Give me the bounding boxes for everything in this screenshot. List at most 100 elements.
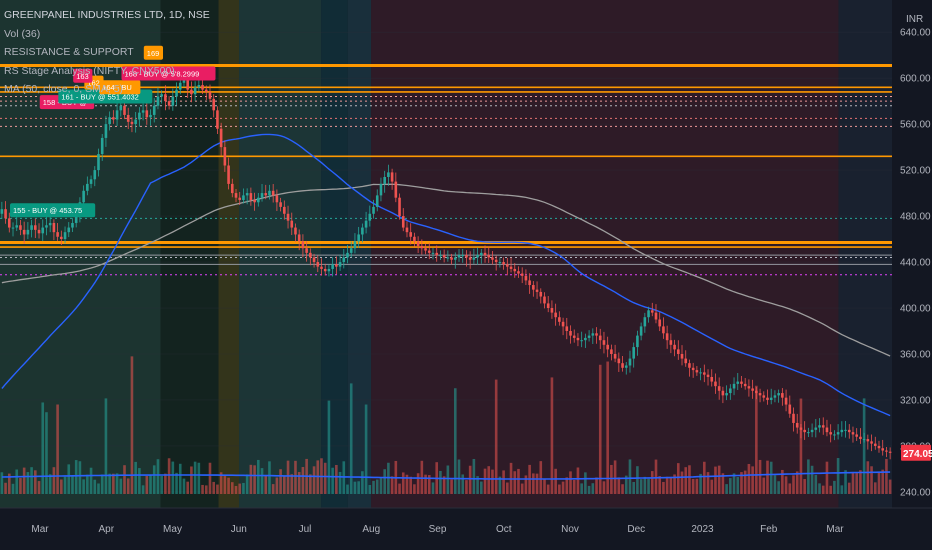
volume-bar (130, 356, 134, 494)
volume-bar (639, 479, 643, 494)
volume-bar (431, 482, 435, 494)
volume-bar (453, 388, 457, 494)
legend-vol[interactable]: Vol (36) (4, 27, 41, 40)
candle-body (762, 395, 766, 398)
candle-body (424, 248, 427, 251)
volume-bar (372, 480, 375, 494)
legend-stage[interactable]: RS Stage Analysis (NIFTY, CNX500) (4, 64, 175, 77)
volume-bar (769, 461, 773, 494)
candle-body (63, 232, 67, 240)
candle-body (855, 434, 858, 437)
volume-bar (833, 480, 836, 494)
candle-body (413, 236, 416, 242)
volume-bar (383, 469, 386, 494)
volume-bar (193, 461, 197, 494)
candle-body (833, 434, 836, 436)
volume-bar (710, 479, 714, 494)
candle-body (401, 216, 405, 228)
volume-bar (71, 476, 74, 494)
legend-ma[interactable]: MA (50, close, 0, SMA, 5) (4, 83, 124, 95)
candle-body (290, 220, 294, 228)
candle-body (115, 110, 119, 120)
volume-bar (11, 483, 15, 494)
volume-bar (877, 471, 881, 494)
legend-rs[interactable]: RESISTANCE & SUPPORT (4, 46, 134, 58)
candle-body (632, 347, 635, 359)
y-tick-label-7: 520.00 (900, 166, 931, 177)
volume-bar (171, 461, 175, 494)
volume-bar (138, 468, 141, 494)
candle-body (164, 94, 167, 102)
volume-bar (212, 481, 216, 494)
candle-body (294, 227, 297, 235)
volume-bar (219, 472, 223, 494)
y-tick-label-6: 480.00 (900, 212, 931, 223)
volume-bar (517, 468, 520, 494)
volume-bar (885, 458, 888, 494)
candle-body (628, 358, 632, 366)
candle-body (810, 429, 814, 433)
legend-symbol[interactable]: GREENPANEL INDUSTRIES LTD, 1D, NSE (4, 9, 210, 21)
volume-bar (41, 402, 45, 494)
candle-body (327, 268, 331, 272)
candle-body (558, 317, 561, 322)
volume-bar (859, 470, 862, 494)
candle-body (357, 234, 360, 242)
volume-bar (751, 466, 754, 494)
volume-bar (866, 461, 870, 494)
stage-band-5 (347, 0, 372, 508)
candle-body (320, 266, 323, 269)
candle-body (453, 257, 457, 260)
candle-body (546, 303, 550, 309)
volume-bar (591, 483, 595, 494)
y-tick-label-9: 600.00 (900, 74, 931, 85)
volume-bar (844, 470, 847, 494)
candle-body (372, 206, 375, 214)
volume-bar (323, 462, 327, 494)
volume-bar (792, 475, 795, 494)
candle-body (784, 397, 788, 405)
volume-bar (613, 460, 617, 494)
candle-body (152, 105, 156, 115)
volume-bar (851, 472, 855, 494)
y-tick-label-4: 400.00 (900, 304, 931, 315)
volume-bar (836, 458, 840, 494)
volume-bar (520, 483, 524, 494)
ma-slow-line (1, 183, 891, 357)
candle-body (647, 310, 650, 318)
candle-body (312, 257, 316, 263)
candle-body (710, 376, 714, 382)
candle-body (873, 443, 877, 446)
candle-body (416, 241, 420, 246)
candle-body (550, 308, 554, 313)
volume-bar (721, 473, 725, 494)
volume-bar (498, 476, 502, 494)
stage-band-3 (239, 0, 322, 508)
volume-bar (888, 479, 892, 494)
volume-bar (123, 465, 126, 494)
y-tick-label-0: 240.00 (900, 487, 931, 498)
volume-bar (152, 465, 156, 494)
candle-body (777, 393, 780, 396)
volume-bar (665, 476, 669, 494)
candle-body (82, 190, 85, 203)
volume-bar (82, 479, 85, 494)
volume-bar (810, 465, 814, 494)
candle-body (572, 335, 576, 338)
candle-body (480, 252, 483, 256)
volume-bar (676, 463, 680, 494)
volume-bar (353, 481, 357, 494)
candle-body (795, 422, 799, 428)
candle-body (398, 197, 401, 217)
candle-body (624, 365, 628, 368)
volume-bar (405, 474, 409, 494)
ma-50-line (1, 133, 891, 417)
volume-bar (312, 466, 316, 494)
volume-bar (617, 477, 621, 494)
candle-body (673, 344, 676, 350)
signal-label-bg-5 (99, 80, 141, 95)
candle-body (580, 340, 583, 342)
candle-body (472, 257, 476, 260)
